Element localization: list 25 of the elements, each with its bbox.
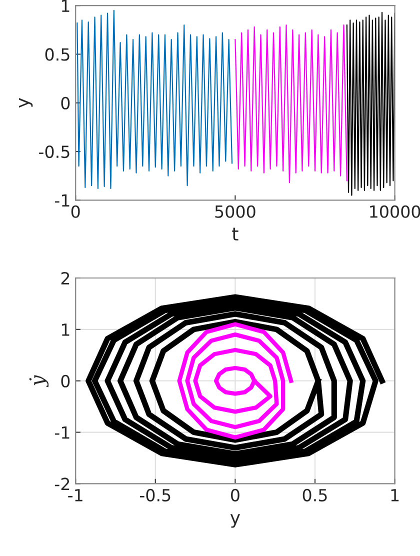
y-axis-title: y bbox=[19, 98, 33, 108]
x-tick-label: 0 bbox=[230, 488, 240, 502]
y-tick-label: 1 bbox=[62, 324, 70, 336]
y-tick-label: -1 bbox=[54, 194, 70, 206]
x-axis-title: t bbox=[232, 228, 238, 240]
y-axis-title: ẏ bbox=[29, 375, 49, 388]
line-series bbox=[234, 24, 348, 184]
x-tick-label: 0 bbox=[71, 205, 80, 218]
y-tick-label: 2 bbox=[61, 272, 70, 284]
y-tick-label: 0 bbox=[61, 96, 70, 110]
y-tick-label: 1 bbox=[62, 0, 70, 12]
y-tick-label: -2 bbox=[54, 478, 70, 490]
y-tick-label: -1 bbox=[54, 426, 70, 439]
y-tick-label: 0 bbox=[61, 374, 70, 388]
x-tick-label: 5000 bbox=[215, 205, 256, 218]
x-axis-title: y bbox=[230, 514, 240, 528]
x-tick-label: 10000 bbox=[370, 205, 420, 218]
x-tick-label: 1 bbox=[391, 489, 399, 502]
x-tick-label: -0.5 bbox=[140, 488, 170, 502]
x-tick-label: 0.5 bbox=[302, 488, 327, 502]
y-tick-label: 0.5 bbox=[45, 48, 70, 61]
y-tick-label: -0.5 bbox=[39, 145, 70, 158]
line-series bbox=[76, 10, 233, 190]
line-series bbox=[177, 322, 294, 440]
line-series bbox=[346, 12, 395, 196]
